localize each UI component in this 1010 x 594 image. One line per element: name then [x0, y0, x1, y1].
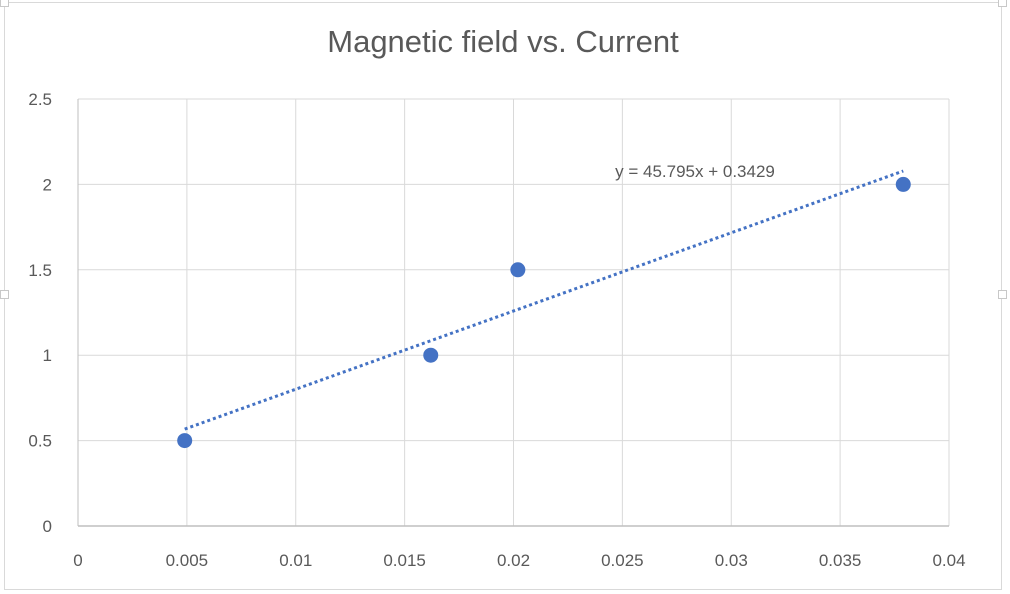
- y-tick-label: 0.5: [28, 432, 52, 451]
- trendline-equation: y = 45.795x + 0.3429: [615, 162, 775, 181]
- resize-handle-middle-left[interactable]: [0, 290, 9, 299]
- x-tick-label: 0: [73, 551, 82, 570]
- axes: [77, 99, 949, 527]
- data-points: [177, 176, 911, 449]
- data-point: [423, 347, 439, 363]
- x-tick-label: 0.015: [383, 551, 426, 570]
- chart-title: Magnetic field vs. Current: [327, 24, 679, 59]
- chart-area[interactable]: [4, 2, 1002, 590]
- data-point: [177, 433, 193, 449]
- x-tick-label: 0.01: [279, 551, 312, 570]
- y-tick-label: 1: [43, 346, 52, 365]
- x-tick-label: 0.02: [497, 551, 530, 570]
- y-tick-label: 1.5: [28, 261, 52, 280]
- trendline: [184, 169, 904, 431]
- resize-handle-top-left[interactable]: [0, 0, 9, 7]
- data-point: [895, 176, 911, 192]
- x-tick-label: 0.03: [715, 551, 748, 570]
- x-tick-label: 0.04: [932, 551, 965, 570]
- y-tick-label: 0: [43, 517, 52, 536]
- trendline-layer: [184, 169, 904, 431]
- x-tick-label: 0.035: [819, 551, 862, 570]
- y-tick-label: 2.5: [28, 90, 52, 109]
- data-point: [510, 262, 526, 278]
- tick-labels: 0 0.005 0.01 0.015 0.02 0.025 0.03 0.035 0.04 0 0.…: [28, 90, 965, 570]
- y-tick-label: 2: [43, 175, 52, 194]
- x-tick-label: 0.005: [166, 551, 209, 570]
- resize-handle-top-right[interactable]: [998, 0, 1007, 7]
- resize-handle-middle-right[interactable]: [998, 290, 1007, 299]
- x-tick-label: 0.025: [601, 551, 644, 570]
